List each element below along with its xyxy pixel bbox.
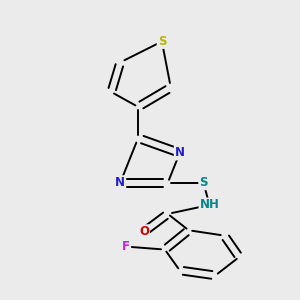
Text: N: N bbox=[115, 176, 125, 189]
Text: O: O bbox=[139, 225, 149, 238]
Text: N: N bbox=[175, 146, 185, 160]
Text: NH: NH bbox=[200, 199, 219, 212]
Text: S: S bbox=[158, 35, 166, 48]
Text: F: F bbox=[122, 240, 130, 253]
Text: S: S bbox=[199, 176, 208, 189]
